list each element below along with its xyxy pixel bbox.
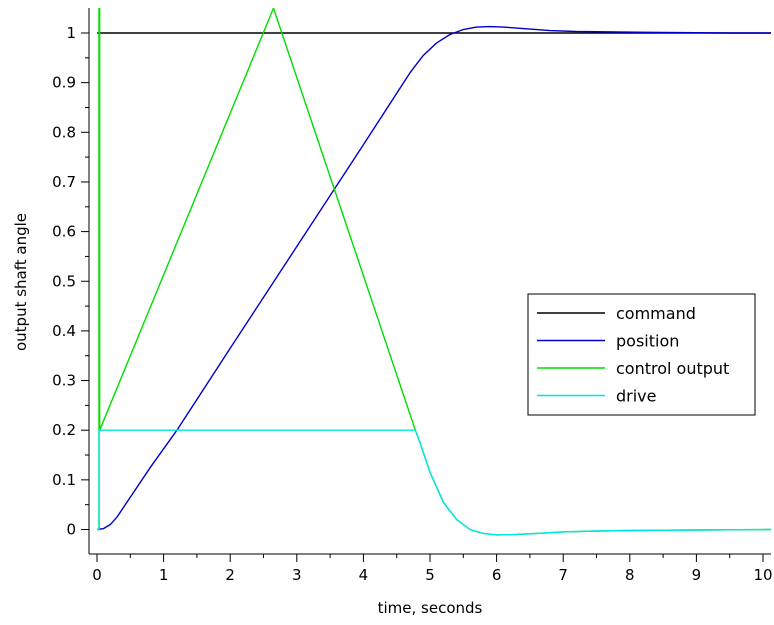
y-tick-label: 0.1 — [52, 471, 76, 489]
legend-label: command — [616, 304, 696, 323]
x-tick-label: 6 — [492, 566, 502, 584]
y-tick-label: 0.7 — [52, 173, 76, 191]
x-tick-label: 1 — [159, 566, 169, 584]
legend-label: position — [616, 332, 679, 351]
y-tick-label: 0.6 — [52, 223, 76, 241]
y-tick-label: 0.2 — [52, 421, 76, 439]
series-line-position — [96, 25, 771, 531]
legend-label: control output — [616, 359, 729, 378]
y-tick-label: 0.4 — [52, 322, 76, 340]
y-tick-label: 0.5 — [52, 272, 76, 290]
x-tick-label: 10 — [753, 566, 772, 584]
y-tick-label: 0.9 — [52, 74, 76, 92]
y-axis-label: output shaft angle — [12, 213, 30, 351]
y-tick-label: 0.3 — [52, 372, 76, 390]
x-tick-label: 2 — [225, 566, 235, 584]
legend-items: command position control output drive — [537, 304, 729, 406]
y-tick-label: 1 — [66, 24, 76, 42]
y-tick-label: 0.8 — [52, 123, 76, 141]
y-tick-label: 0 — [66, 521, 76, 539]
x-tick-label: 5 — [425, 566, 435, 584]
x-tick-label: 9 — [692, 566, 702, 584]
x-tick-label: 0 — [92, 566, 102, 584]
x-axis-label: time, seconds — [378, 599, 483, 617]
y-ticks: 0 0.1 0.2 0.3 0.4 0.5 0.6 0.7 0.8 0.9 1 — [52, 24, 89, 539]
x-tick-label: 3 — [292, 566, 302, 584]
x-tick-label: 8 — [625, 566, 635, 584]
x-ticks: 0 1 2 3 4 5 6 7 8 9 10 — [92, 554, 773, 584]
series-layer — [96, 8, 771, 536]
x-tick-label: 7 — [558, 566, 568, 584]
series-line-drive — [97, 429, 771, 536]
x-tick-label: 4 — [359, 566, 369, 584]
series-line-control-output — [97, 8, 771, 536]
legend-label: drive — [616, 387, 657, 406]
legend: command position control output drive — [527, 293, 756, 416]
